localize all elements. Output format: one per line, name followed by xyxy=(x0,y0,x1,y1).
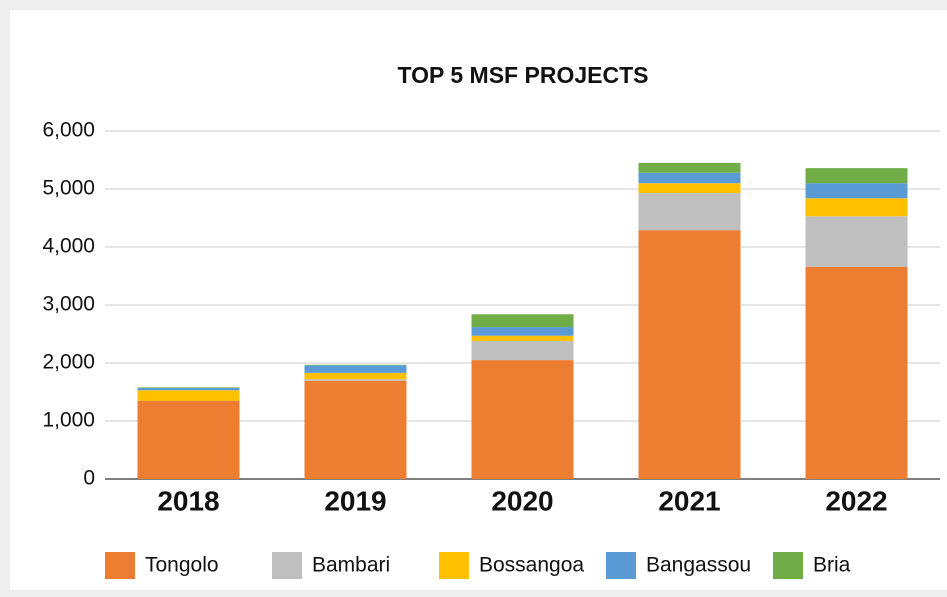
bar-segment xyxy=(137,390,240,401)
bar-segment xyxy=(805,183,908,199)
legend-swatch xyxy=(272,552,302,579)
bar-segment xyxy=(137,387,240,391)
legend-label: Bambari xyxy=(312,554,390,577)
bar-segment xyxy=(638,162,741,173)
x-tick-label: 2022 xyxy=(825,485,887,516)
legend-swatch xyxy=(606,552,636,579)
bar-segment xyxy=(471,327,574,336)
bar-segment xyxy=(304,372,407,380)
bar-segment xyxy=(304,364,407,366)
bar-segment xyxy=(304,380,407,479)
bar-segment xyxy=(471,360,574,479)
y-tick-label: 0 xyxy=(83,467,95,490)
bar-segment xyxy=(471,314,574,328)
legend-swatch xyxy=(439,552,469,579)
bar-segment xyxy=(805,168,908,184)
bar-segment xyxy=(471,335,574,341)
legend-label: Bangassou xyxy=(646,554,751,577)
chart-panel xyxy=(10,10,947,590)
bar-segment xyxy=(638,172,741,184)
y-tick-label: 6,000 xyxy=(42,119,95,142)
legend-label: Tongolo xyxy=(145,554,219,577)
chart-title: TOP 5 MSF PROJECTS xyxy=(398,62,649,88)
bar-segment xyxy=(137,400,240,479)
bar-segment xyxy=(471,340,574,361)
y-tick-label: 2,000 xyxy=(42,351,95,374)
bar-segment xyxy=(304,365,407,373)
x-tick-label: 2020 xyxy=(491,485,553,516)
y-tick-label: 3,000 xyxy=(42,293,95,316)
bar-segment xyxy=(137,387,240,388)
legend-label: Bossangoa xyxy=(479,554,584,577)
x-tick-label: 2019 xyxy=(324,485,386,516)
legend-swatch xyxy=(105,552,135,579)
bar-segment xyxy=(638,183,741,194)
y-tick-label: 4,000 xyxy=(42,235,95,258)
bar-segment xyxy=(304,379,407,381)
y-tick-label: 5,000 xyxy=(42,177,95,200)
legend-label: Bria xyxy=(813,554,851,577)
legend-swatch xyxy=(773,552,803,579)
bar-segment xyxy=(805,216,908,267)
bar-segment xyxy=(638,193,741,231)
bar-segment xyxy=(805,266,908,479)
x-tick-label: 2018 xyxy=(157,485,219,516)
bar-segment xyxy=(805,198,908,217)
x-tick-label: 2021 xyxy=(658,485,720,516)
bar-segment xyxy=(638,230,741,479)
y-tick-label: 1,000 xyxy=(42,409,95,432)
